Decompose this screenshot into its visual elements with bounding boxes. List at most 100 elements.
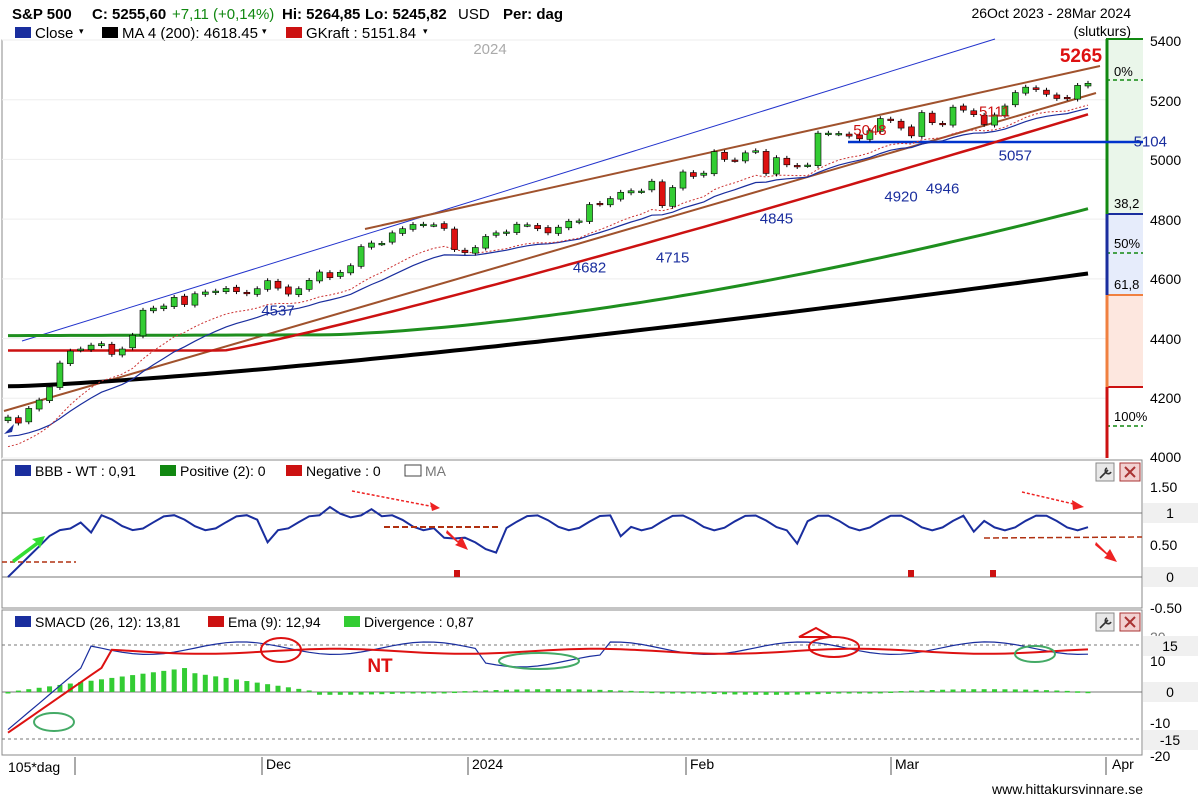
divergence-bar — [389, 692, 395, 694]
dropdown-arrow-icon[interactable]: ▾ — [262, 26, 267, 36]
macd-legend: SMACD (26, 12): 13,81 Ema (9): 12,94 Div… — [15, 614, 474, 630]
legend-swatch — [286, 465, 302, 476]
value-tag — [1143, 636, 1198, 656]
candle-body — [918, 112, 926, 137]
divergence-bar — [306, 690, 312, 692]
macd-tick: 0 — [1166, 684, 1174, 700]
smacd-legend-label: SMACD (26, 12): 13,81 — [35, 614, 181, 630]
candle-body — [679, 171, 687, 189]
divergence-bar — [607, 690, 613, 692]
arrow-head-icon — [1072, 500, 1084, 510]
divergence-bar — [514, 689, 520, 692]
divergence-bar — [690, 692, 696, 694]
candle-body — [87, 344, 95, 350]
divergence-bar — [462, 691, 468, 693]
nt-note: NT — [367, 656, 393, 677]
triangle-marker-icon — [798, 626, 836, 638]
divergence-bar — [1012, 689, 1018, 692]
macd-axis: 20 15 10 0 -10 -15 -20 — [1143, 629, 1198, 764]
divergence-bar — [161, 670, 167, 692]
bbb-tick: -0.50 — [1150, 600, 1182, 616]
divergence-bar — [680, 692, 686, 694]
divergence-bar — [908, 690, 914, 693]
divergence-bar — [971, 689, 977, 692]
candle-body — [264, 280, 271, 290]
bbb-tick: 1 — [1166, 505, 1174, 521]
divergence-bar — [130, 675, 136, 692]
divergence-bar — [888, 691, 894, 693]
divergence-bar — [763, 692, 769, 695]
legend-ma[interactable]: MA 4 (200): 4618.45 ▾ — [102, 25, 267, 42]
dropdown-arrow-icon[interactable]: ▾ — [423, 26, 428, 36]
candle-body — [191, 293, 199, 306]
close-icon[interactable] — [1119, 612, 1141, 632]
price-panel-frame — [1, 39, 1143, 459]
candle-body — [607, 198, 614, 206]
dropdown-arrow-icon[interactable]: ▾ — [79, 26, 84, 36]
candle-body — [856, 134, 863, 140]
candle-body — [212, 290, 219, 293]
candle-body — [4, 416, 12, 421]
divergence-bar — [992, 689, 998, 692]
candle-body — [565, 220, 573, 229]
legend-swatch — [208, 616, 224, 627]
short-ma-line — [7, 107, 1089, 437]
divergence-bar — [296, 688, 302, 692]
main-legend: Close ▾ MA 4 (200): 4618.45 ▾ GKraft : 5… — [15, 25, 428, 42]
close-icon[interactable] — [1119, 462, 1141, 482]
fib-zone-upper — [1106, 39, 1143, 215]
legend-close[interactable]: Close ▾ — [15, 25, 84, 42]
divergence-bar — [846, 692, 852, 694]
wrench-icon[interactable] — [1095, 462, 1115, 482]
candle-body — [731, 159, 739, 162]
candle-body — [783, 157, 791, 166]
legend-close-label: Close — [35, 25, 73, 42]
divergence-bar — [171, 669, 177, 692]
candle-body — [991, 114, 998, 126]
price-annotations: 5048 5111 4537 4682 4715 4845 4920 4946 5057 5104 — [261, 103, 1167, 319]
month-label: Mar — [895, 756, 919, 772]
candle-body — [669, 187, 676, 207]
price-annotation: 4682 — [573, 259, 606, 276]
macd-panel: SMACD (26, 12): 13,81 Ema (9): 12,94 Div… — [1, 609, 1198, 764]
candle-body — [814, 132, 822, 166]
divergence-bar — [420, 692, 426, 694]
value-tag — [1143, 567, 1198, 587]
candle-body — [908, 126, 915, 137]
month-label: Apr — [1112, 756, 1134, 772]
divergence-bar — [400, 692, 406, 694]
candle-body — [461, 249, 469, 253]
divergence-bar — [981, 689, 987, 692]
wrench-icon[interactable] — [1095, 612, 1115, 632]
divergence-bar — [223, 677, 229, 692]
bbb-tick: 0.50 — [1150, 537, 1177, 553]
divergence-bar — [317, 692, 323, 695]
legend-gkraft[interactable]: GKraft : 5151.84 ▾ — [286, 25, 428, 42]
candle-body — [222, 288, 230, 292]
price-annotation: 5057 — [999, 147, 1032, 164]
divergence-bar — [836, 692, 842, 694]
smacd-line — [7, 641, 1089, 731]
candle-body — [305, 280, 313, 290]
price-annotation: 4845 — [760, 211, 793, 228]
candle-body — [170, 297, 178, 307]
ema-line — [7, 647, 1089, 734]
divergence-bar — [441, 691, 447, 694]
candle-body — [866, 130, 874, 140]
divergence-bar — [597, 689, 603, 692]
month-label: Feb — [690, 756, 714, 772]
gkraft-line — [8, 113, 1089, 352]
candle-body — [742, 152, 749, 162]
divergence-bar — [233, 679, 239, 692]
candle-body — [825, 132, 832, 135]
candle-body — [233, 286, 240, 292]
divergence-bar — [472, 690, 478, 693]
candle-body — [25, 408, 33, 423]
value-tag — [1143, 730, 1198, 750]
candle-body — [700, 172, 708, 176]
year-watermark: 2024 — [473, 41, 506, 58]
up-arrow-icon — [12, 536, 45, 563]
divergence-bar — [587, 689, 593, 692]
divergence-bar — [483, 690, 489, 692]
divergence-bar — [1064, 690, 1070, 693]
